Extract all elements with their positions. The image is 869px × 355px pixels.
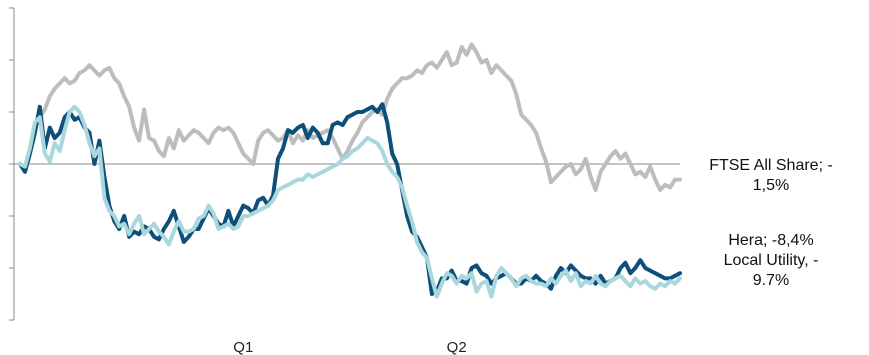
- series-line-ftse-all-share: [18, 42, 682, 192]
- category-labels: Q1 Q2: [233, 339, 466, 355]
- x-tick-label-q1: Q1: [233, 339, 253, 355]
- legend-hera-label: Hera; -8,4%: [728, 232, 814, 249]
- series-line-hera: [18, 102, 682, 296]
- legend-ftse-all-share: FTSE All Share; - 1,5%: [694, 156, 848, 196]
- series-line-local-utility: [18, 104, 682, 299]
- legend-local-utility-label: Local Utility, - 9.7%: [723, 252, 819, 289]
- legend-ftse-label: FTSE All Share; - 1,5%: [709, 157, 833, 194]
- x-tick-label-q2: Q2: [447, 339, 467, 355]
- series-group: [18, 42, 682, 299]
- legend-hera: Hera; -8,4%: [694, 231, 848, 251]
- legend-local-utility: Local Utility, - 9.7%: [694, 251, 848, 291]
